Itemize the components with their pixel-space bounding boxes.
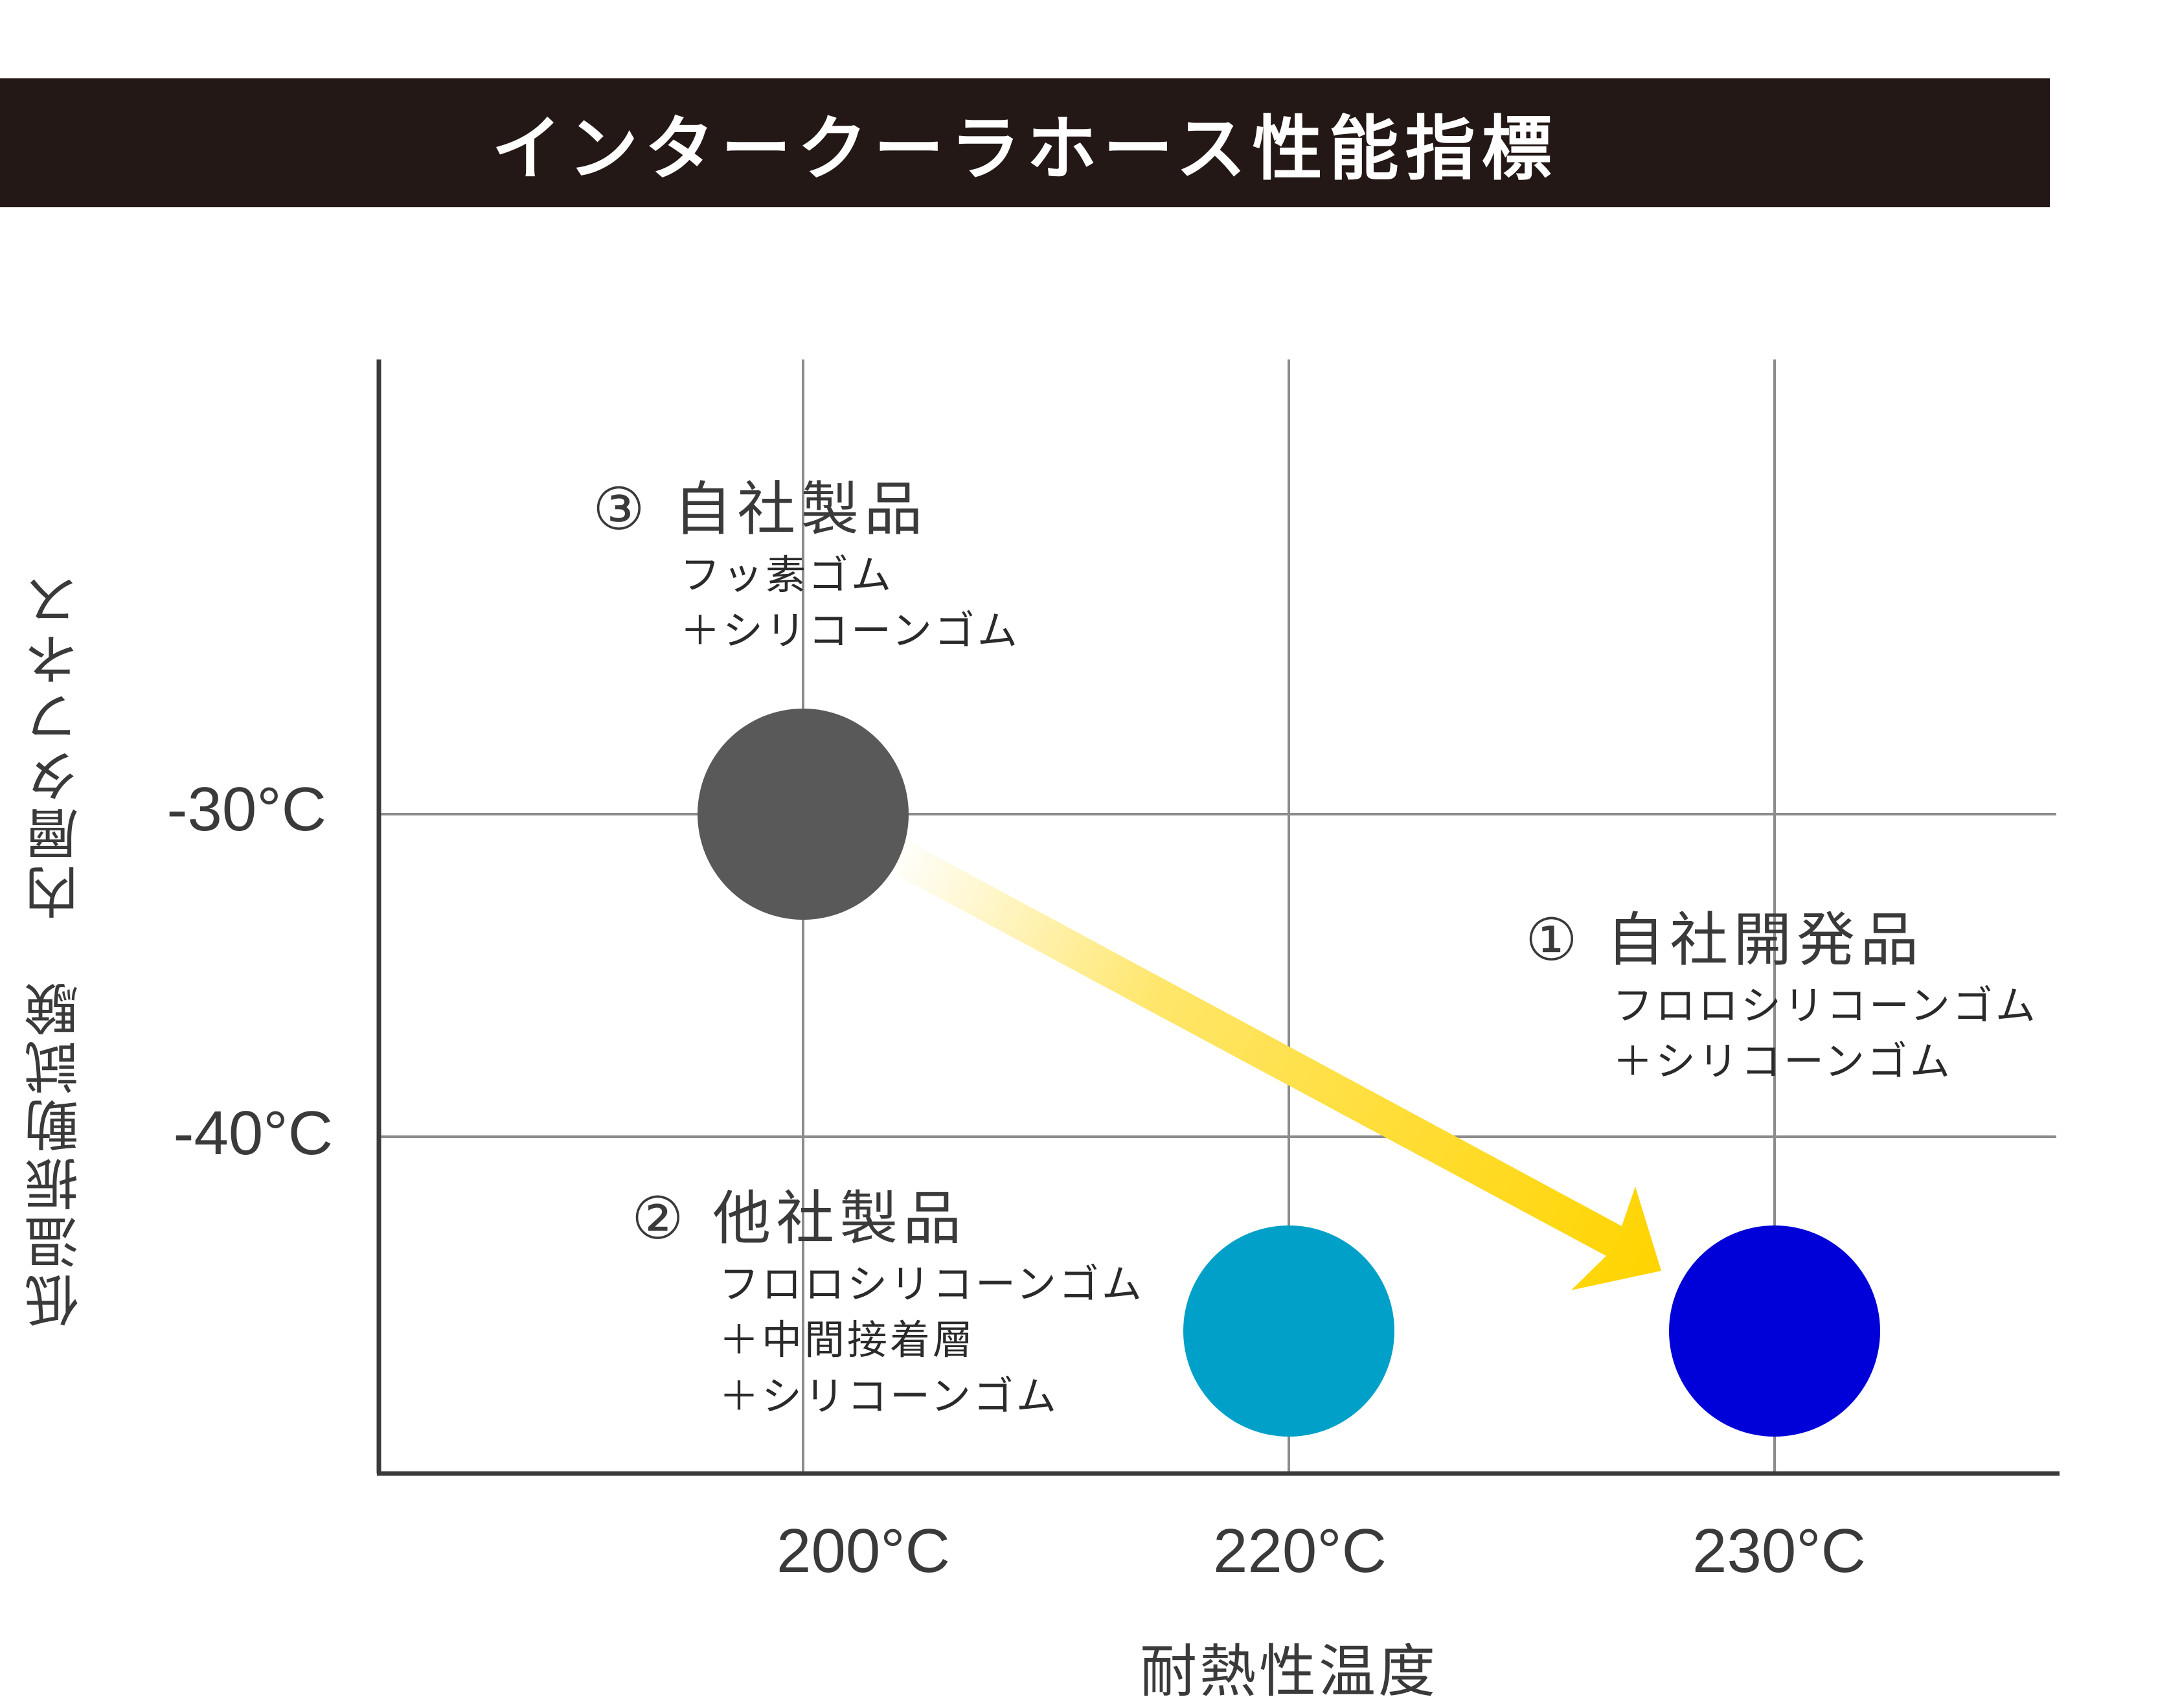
annotation-competitor-product-line-3: ＋シリコーンゴム	[719, 1372, 1059, 1420]
annotation-competitor-product: ② 他社製品 フロロシリコーンゴム ＋中間接着層 ＋シリコーンゴム	[631, 1185, 1144, 1425]
annotation-own-development: ① 自社開発品 フロロシリコーンゴム ＋シリコーンゴム	[1525, 907, 2038, 1090]
annotation-own-product-line-2: ＋シリコーンゴム	[680, 607, 1020, 655]
y-tick-label-minus40: -40°C	[173, 1099, 333, 1168]
y-axis-title-wrap: 低温振動試験 内層タフネス	[19, 528, 91, 1370]
annotation-own-product: ③ 自社製品 フッ素ゴム ＋シリコーンゴム	[593, 476, 1020, 659]
annotation-competitor-product-line-2: ＋中間接着層	[719, 1316, 976, 1364]
annotation-competitor-product-title: ② 他社製品	[631, 1185, 967, 1253]
x-tick-label-200: 200°C	[777, 1516, 950, 1586]
title-bar: インタークーラホース性能指標	[0, 78, 2050, 207]
annotation-own-development-line-2: ＋シリコーンゴム	[1613, 1038, 1953, 1086]
x-axis-title: 耐熱性温度	[1139, 1638, 1438, 1705]
data-points	[698, 709, 1880, 1437]
annotation-own-development-title: ① 自社開発品	[1525, 906, 1924, 974]
point-own-product	[698, 709, 909, 920]
y-tick-label-minus30: -30°C	[166, 775, 326, 844]
trend-arrow	[885, 837, 1661, 1290]
point-competitor-product	[1183, 1225, 1394, 1437]
point-own-development	[1669, 1225, 1880, 1437]
x-tick-label-230: 230°C	[1692, 1516, 1866, 1586]
chart-title: インタークーラホース性能指標	[492, 108, 1558, 190]
axes	[376, 359, 2060, 1476]
annotation-own-development-line-1: フロロシリコーンゴム	[1613, 981, 2038, 1029]
annotation-own-product-line-1: フッ素ゴム	[680, 551, 894, 598]
annotation-own-product-title: ③ 自社製品	[593, 475, 928, 543]
annotation-competitor-product-line-1: フロロシリコーンゴム	[719, 1260, 1144, 1308]
y-axis-title: 低温振動試験 内層タフネス	[23, 570, 87, 1328]
x-tick-label-220: 220°C	[1213, 1516, 1387, 1586]
